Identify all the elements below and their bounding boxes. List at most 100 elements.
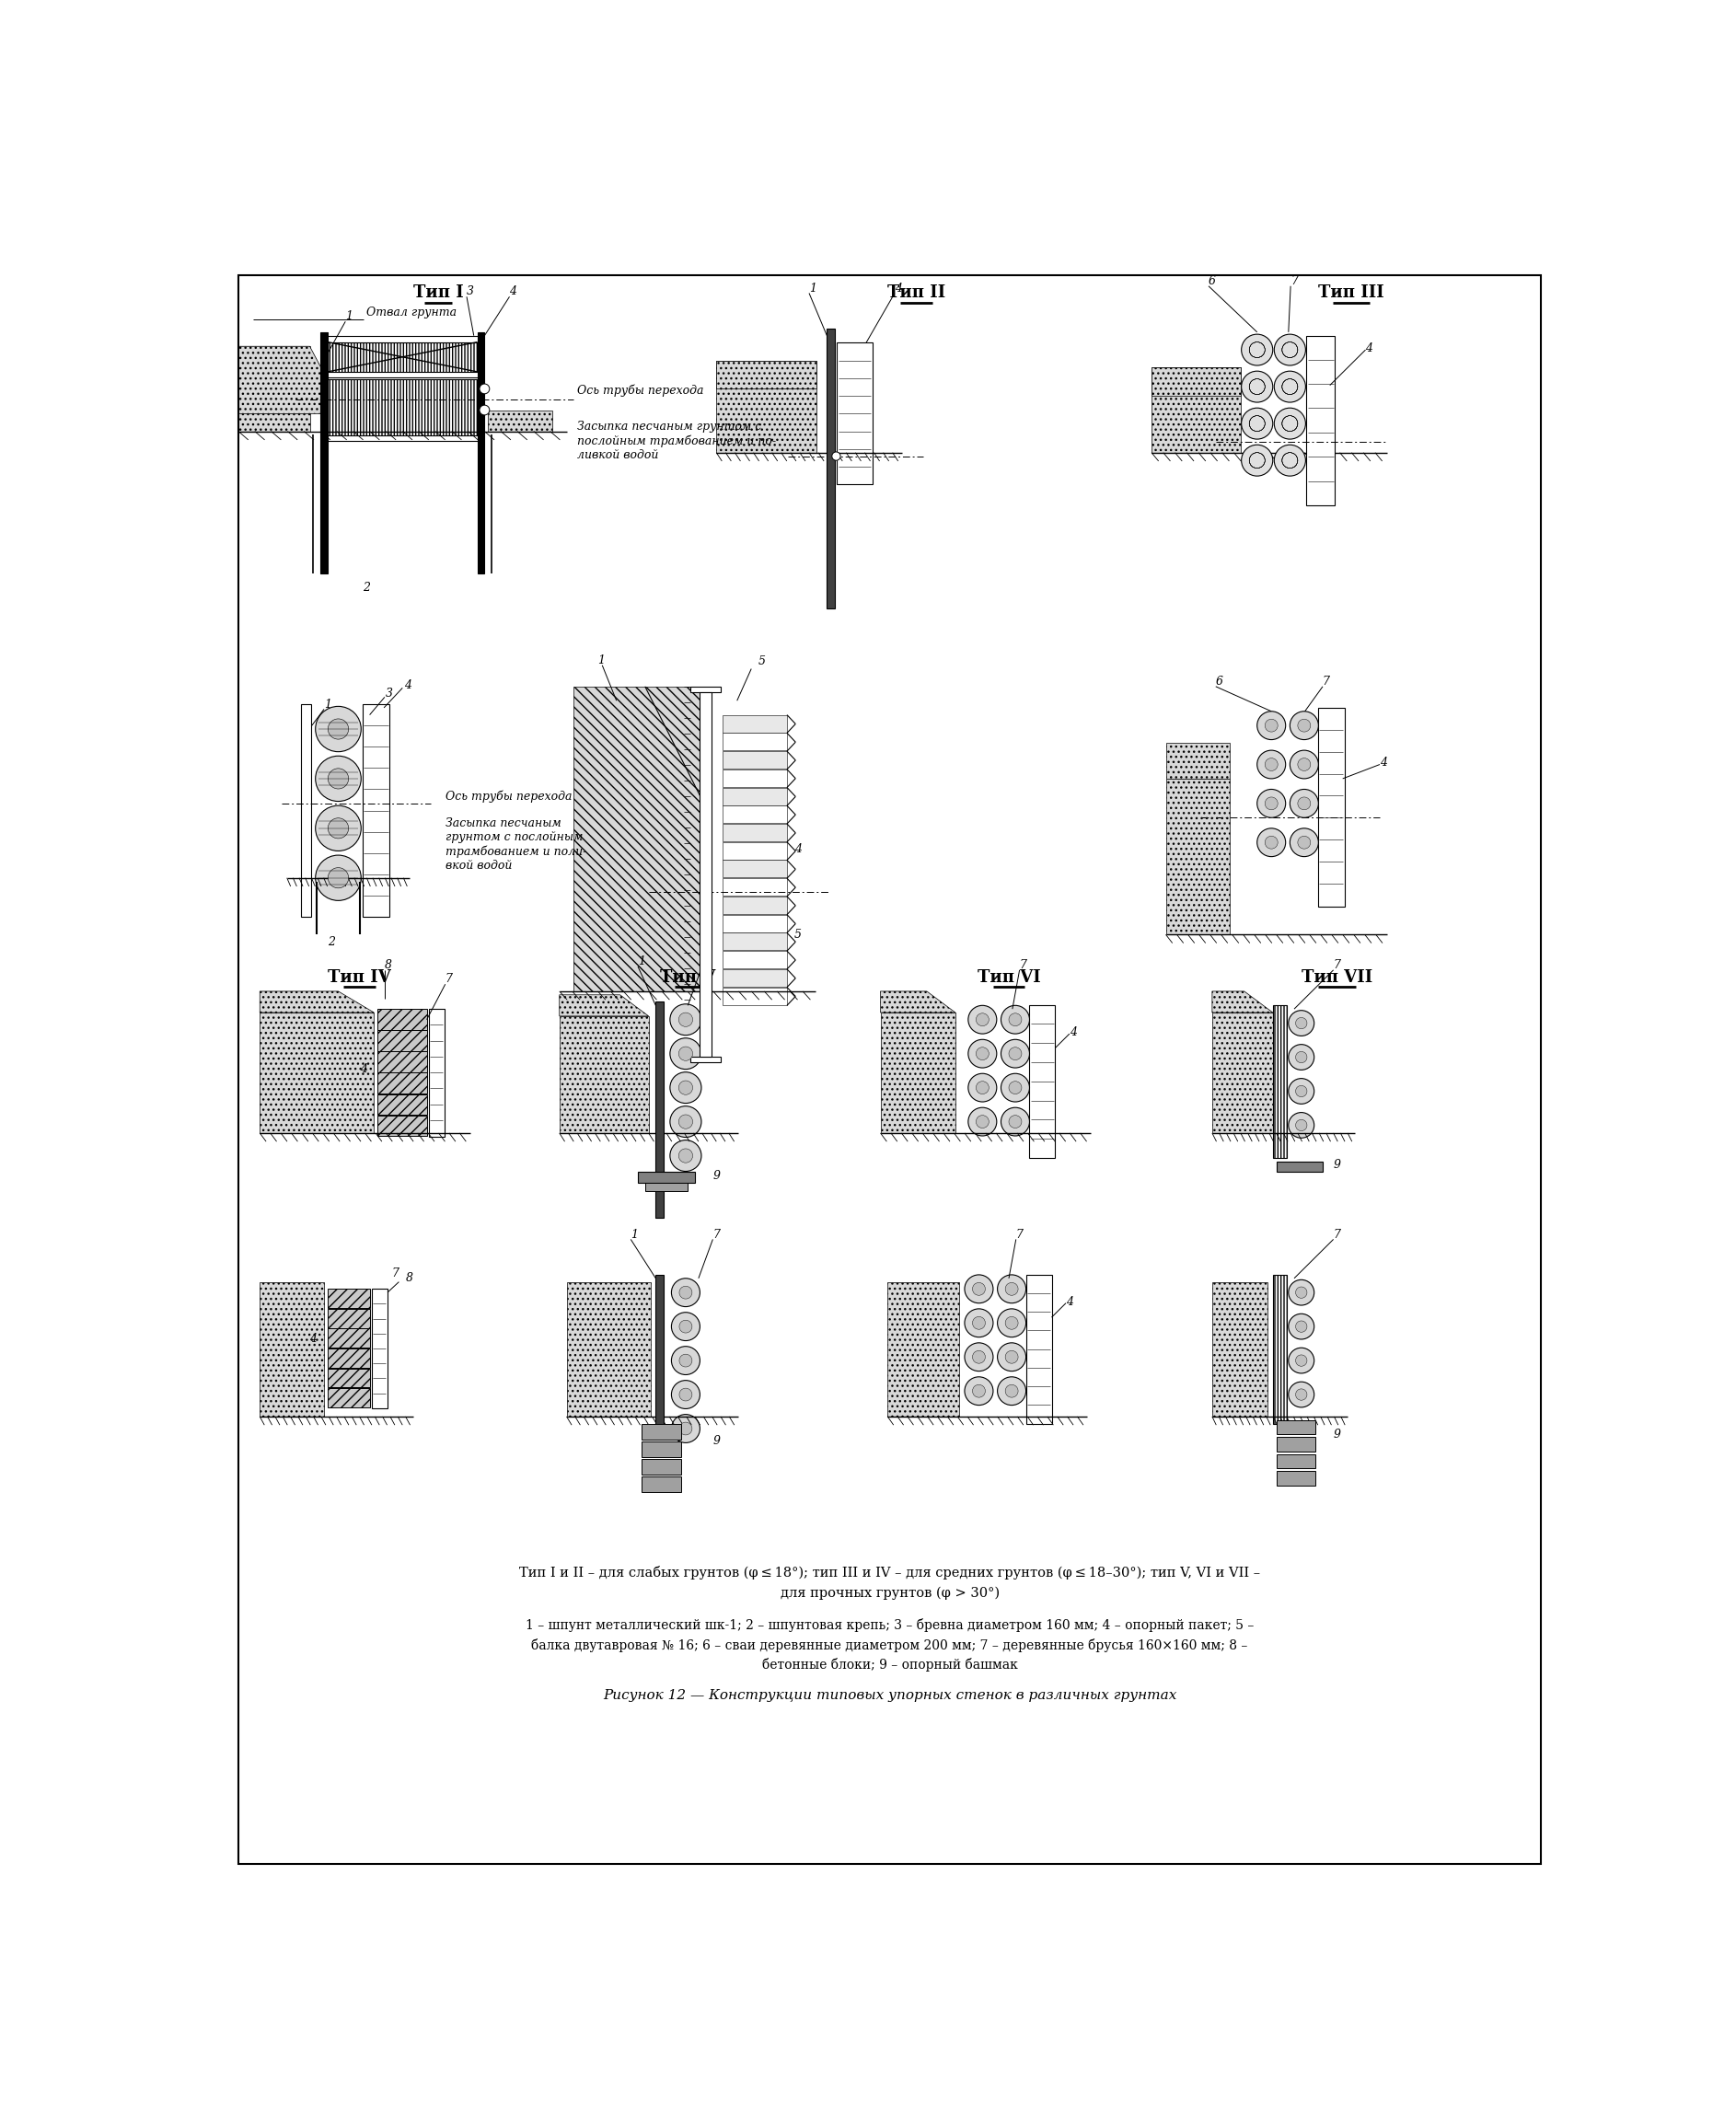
Circle shape: [1257, 790, 1286, 818]
Circle shape: [965, 1275, 993, 1303]
Polygon shape: [880, 1012, 955, 1133]
Circle shape: [679, 1114, 693, 1129]
Circle shape: [1005, 1284, 1017, 1296]
Text: 4: 4: [894, 282, 903, 294]
Text: 3: 3: [385, 688, 394, 699]
Circle shape: [1295, 1051, 1307, 1063]
Bar: [372, 1290, 387, 1408]
Bar: [1029, 1006, 1055, 1159]
Circle shape: [1295, 1356, 1307, 1366]
Polygon shape: [1151, 369, 1241, 396]
Circle shape: [1266, 837, 1278, 849]
Circle shape: [1274, 445, 1305, 477]
Bar: [328, 1349, 370, 1368]
Bar: [1276, 1455, 1316, 1468]
Circle shape: [1295, 1389, 1307, 1400]
Polygon shape: [238, 347, 345, 413]
Circle shape: [972, 1351, 986, 1364]
Circle shape: [1288, 1347, 1314, 1372]
Text: 4: 4: [509, 286, 517, 299]
Circle shape: [1002, 1006, 1029, 1034]
Circle shape: [679, 1080, 693, 1095]
Circle shape: [998, 1343, 1026, 1370]
Circle shape: [1009, 1046, 1023, 1059]
Circle shape: [670, 1072, 701, 1103]
Text: 9: 9: [1333, 1428, 1340, 1440]
Text: 2: 2: [363, 580, 370, 593]
Bar: [691, 686, 720, 693]
Bar: [722, 987, 786, 1004]
Circle shape: [969, 1108, 996, 1135]
Bar: [837, 343, 873, 485]
Bar: [654, 1002, 663, 1218]
Bar: [328, 1328, 370, 1347]
Bar: [300, 703, 311, 917]
Bar: [722, 752, 786, 769]
Bar: [641, 1423, 681, 1440]
Polygon shape: [488, 411, 552, 432]
Circle shape: [1290, 712, 1318, 739]
Circle shape: [1299, 796, 1311, 809]
Circle shape: [1295, 1120, 1307, 1131]
Bar: [477, 333, 484, 574]
Circle shape: [672, 1415, 700, 1442]
Bar: [637, 1171, 694, 1182]
Circle shape: [969, 1006, 996, 1034]
Bar: [325, 373, 481, 377]
Circle shape: [1288, 1010, 1314, 1036]
Bar: [377, 1008, 427, 1029]
Circle shape: [328, 769, 349, 788]
Circle shape: [1009, 1012, 1023, 1025]
Bar: [328, 1309, 370, 1328]
Circle shape: [832, 451, 840, 460]
Text: 9: 9: [1333, 1159, 1340, 1171]
Text: 1: 1: [345, 311, 352, 322]
Bar: [363, 703, 389, 917]
Text: 5: 5: [759, 657, 766, 667]
Text: Тип III: Тип III: [1318, 284, 1384, 301]
Polygon shape: [1212, 991, 1272, 1012]
Polygon shape: [717, 360, 816, 453]
Polygon shape: [559, 1017, 649, 1133]
Circle shape: [1241, 335, 1272, 366]
Text: 7: 7: [1016, 1228, 1023, 1241]
Circle shape: [1266, 720, 1278, 733]
Polygon shape: [887, 1281, 958, 1417]
Bar: [722, 932, 786, 951]
Circle shape: [1288, 1313, 1314, 1339]
Bar: [1272, 1275, 1286, 1423]
Text: 1: 1: [597, 654, 604, 667]
Text: 4: 4: [1069, 1027, 1076, 1038]
Circle shape: [672, 1279, 700, 1307]
Circle shape: [672, 1313, 700, 1341]
Text: Тип V: Тип V: [660, 968, 715, 985]
Bar: [722, 716, 786, 733]
Circle shape: [1290, 790, 1318, 818]
Circle shape: [1002, 1040, 1029, 1067]
Bar: [1276, 1472, 1316, 1485]
Text: Тип I и II – для слабых грунтов (φ ≤ 18°); тип III и IV – для средних грунтов (φ: Тип I и II – для слабых грунтов (φ ≤ 18°…: [519, 1565, 1260, 1580]
Text: 7: 7: [1290, 275, 1299, 288]
Text: 7: 7: [444, 974, 453, 985]
Circle shape: [679, 1421, 693, 1436]
Circle shape: [969, 1074, 996, 1101]
Text: 8: 8: [385, 959, 392, 970]
Text: 8: 8: [406, 1273, 413, 1284]
Bar: [691, 1057, 720, 1061]
Text: Засыпка песчаным
грунтом с послойным
трамбованием и поли-
вкой водой: Засыпка песчаным грунтом с послойным тра…: [444, 818, 587, 873]
Bar: [641, 1476, 681, 1493]
Circle shape: [1288, 1112, 1314, 1137]
Circle shape: [976, 1082, 990, 1095]
Bar: [377, 1029, 427, 1051]
Polygon shape: [559, 995, 649, 1017]
Bar: [1026, 1275, 1052, 1423]
Circle shape: [1288, 1078, 1314, 1103]
Polygon shape: [573, 686, 701, 991]
Bar: [700, 693, 712, 1057]
Bar: [722, 879, 786, 896]
Bar: [722, 915, 786, 932]
Bar: [1305, 335, 1335, 506]
Text: 7: 7: [1323, 676, 1330, 688]
Circle shape: [679, 1046, 693, 1061]
Bar: [321, 333, 328, 574]
